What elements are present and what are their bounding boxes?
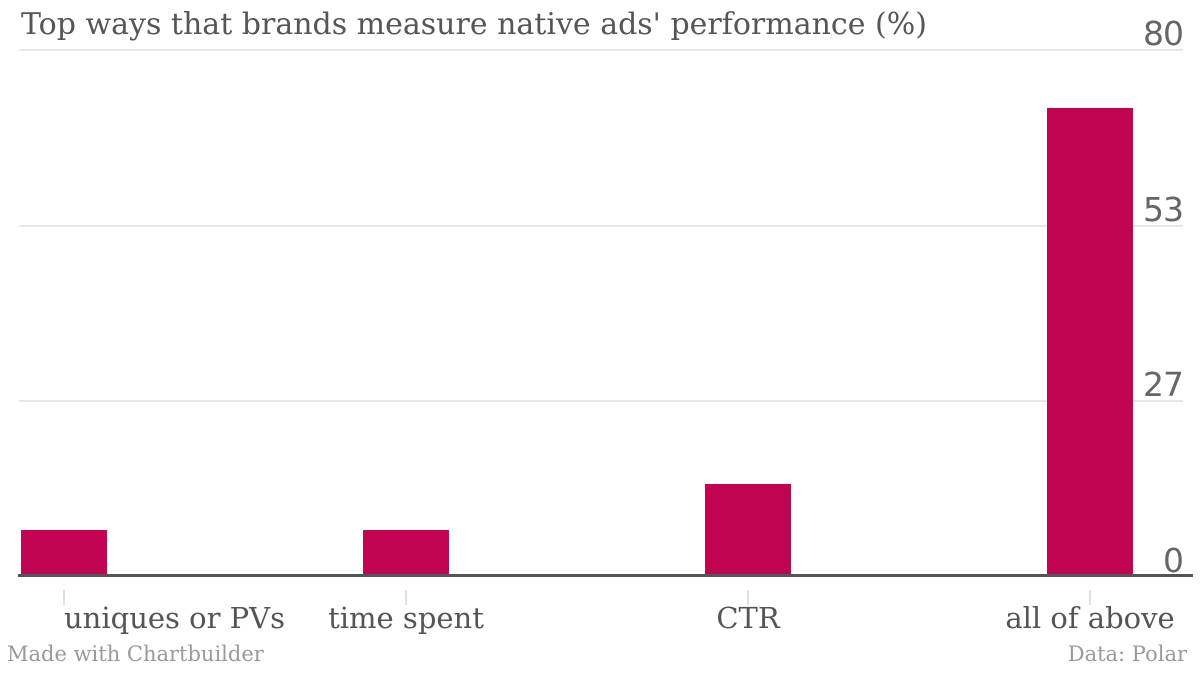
- x-tick-uniques-or-pvs: [63, 590, 65, 605]
- x-axis-line: [18, 574, 1193, 577]
- chartbuilder-credit: Made with Chartbuilder: [7, 642, 264, 666]
- bar-time-spent: [363, 530, 449, 576]
- gridline-53: [19, 225, 1183, 227]
- bar-uniques-or-pvs: [21, 530, 107, 576]
- y-tick-label-53: 53: [1143, 190, 1184, 229]
- bar-ctr: [705, 484, 791, 576]
- data-source: Data: Polar: [1067, 642, 1187, 666]
- chart-footer: Made with Chartbuilder Data: Polar: [7, 642, 1187, 666]
- y-tick-label-27: 27: [1143, 365, 1184, 404]
- x-tick-all-of-above: [1089, 590, 1091, 605]
- x-label-time-spent: time spent: [328, 601, 484, 635]
- y-tick-label-80: 80: [1143, 14, 1184, 53]
- x-label-all-of-above: all of above: [1005, 601, 1175, 635]
- x-label-ctr: CTR: [716, 601, 780, 635]
- bar-all-of-above: [1047, 108, 1133, 576]
- x-label-uniques-or-pvs: uniques or PVs: [64, 601, 286, 635]
- y-tick-label-0: 0: [1163, 541, 1184, 580]
- gridline-27: [19, 400, 1183, 402]
- x-tick-time-spent: [405, 590, 407, 605]
- x-tick-ctr: [747, 590, 749, 605]
- chart-title: Top ways that brands measure native ads'…: [21, 7, 927, 42]
- gridline-80: [19, 49, 1183, 51]
